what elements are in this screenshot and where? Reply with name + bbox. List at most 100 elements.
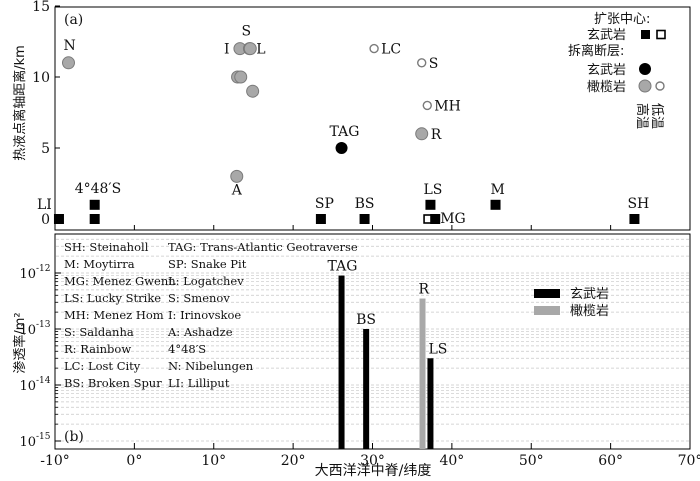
b-xtick-label: 60° bbox=[598, 453, 623, 469]
point-mh-marker bbox=[422, 100, 432, 111]
abbreviation-right: S: Smenov bbox=[168, 291, 230, 305]
point-n-marker bbox=[61, 56, 75, 70]
abbreviation-right: A: Ashadze bbox=[167, 325, 233, 339]
bar-tag-label: TAG bbox=[328, 259, 358, 275]
legend-peridotite: 橄榄岩 bbox=[587, 79, 626, 95]
point-lc-label: LC bbox=[381, 42, 401, 58]
legend-circle-open bbox=[655, 81, 665, 91]
abbreviation-left: LC: Lost City bbox=[64, 359, 141, 373]
abbreviation-left: M: Moytirra bbox=[64, 257, 135, 271]
point-bs-label: BS bbox=[355, 196, 375, 212]
abbreviation-list: SH: Steinaholl TAG: Trans-Atlantic Geotra… bbox=[64, 240, 358, 390]
abbreviation-right: TAG: Trans-Atlantic Geotraverse bbox=[168, 240, 358, 254]
panel-b-x-axis: -10° 0° 10° 20° 30° 40° 50° 60° 70° bbox=[40, 225, 700, 469]
abbreviation-left: S: Saldanha bbox=[64, 325, 134, 339]
b-xtick-label: 30° bbox=[360, 453, 385, 469]
a-ytick-label: 15 bbox=[32, 0, 50, 15]
point-unlabeled-17-marker bbox=[246, 84, 260, 98]
panel-b-bars: TAG BS R LS bbox=[328, 259, 447, 449]
bar-tag bbox=[338, 275, 345, 449]
point-bs-marker bbox=[359, 214, 370, 224]
point-lc-marker bbox=[369, 43, 379, 54]
a-ytick-label: 10 bbox=[32, 70, 50, 86]
panel-a-y-label: 热液点离轴距离/km bbox=[12, 45, 28, 161]
point-tag-marker bbox=[335, 142, 348, 154]
b-xtick-label: 10° bbox=[201, 453, 226, 469]
legend-bar-basalt-label: 玄武岩 bbox=[570, 287, 609, 302]
panel-b-tag: (b) bbox=[64, 429, 84, 445]
b-xtick-label: 50° bbox=[519, 453, 544, 469]
b-ytick-exponent: -12 bbox=[36, 264, 51, 274]
legend-bar-basalt bbox=[534, 289, 560, 298]
legend-square-open bbox=[656, 29, 666, 40]
point-li-label: LI bbox=[37, 197, 52, 213]
legend-header-detachment: 拆离断层: bbox=[568, 43, 624, 59]
bar-r bbox=[419, 298, 426, 449]
abbreviation-left: R: Rainbow bbox=[64, 342, 131, 356]
b-xtick-label: 0° bbox=[126, 453, 142, 469]
point-i-label: I bbox=[224, 42, 230, 58]
panel-a-legend: 扩张中心: 玄武岩 拆离断层: 玄武岩 橄榄岩 高温 低温 bbox=[568, 12, 666, 129]
legend-circle-black bbox=[639, 63, 651, 75]
abbreviation-left: SH: Steinaholl bbox=[64, 240, 149, 254]
abbreviation-left: MH: Menez Hom bbox=[64, 308, 164, 322]
abbreviation-left: BS: Broken Spur bbox=[64, 376, 162, 390]
legend-high-temp: 高温 bbox=[634, 103, 650, 129]
point-4-48-s-marker bbox=[89, 199, 100, 210]
bar-bs bbox=[363, 329, 370, 449]
point-n-label: N bbox=[63, 38, 75, 54]
abbreviation-right: L: Logatchev bbox=[168, 274, 244, 288]
b-xtick-label: -10° bbox=[40, 453, 70, 469]
point-ls-marker bbox=[425, 199, 436, 210]
point-a-label: A bbox=[231, 182, 243, 198]
point-l-marker bbox=[243, 42, 257, 56]
b-ytick-exponent: -15 bbox=[36, 432, 51, 442]
point-mh-label: MH bbox=[434, 98, 461, 114]
b-ytick-base: 10 bbox=[19, 379, 36, 394]
point-ls-label: LS bbox=[423, 182, 442, 198]
point-4-48-s-label: 4°48′S bbox=[75, 181, 122, 197]
bar-r-label: R bbox=[419, 282, 430, 298]
panel-a-y-axis: 0 5 10 15 bbox=[32, 0, 60, 228]
point-r-marker bbox=[415, 127, 429, 141]
point-li-marker bbox=[53, 214, 64, 224]
point-r-label: R bbox=[431, 127, 442, 143]
abbreviation-right: SP: Snake Pit bbox=[168, 257, 247, 271]
point-l-label: L bbox=[256, 42, 265, 58]
point-sh-marker bbox=[629, 214, 640, 224]
abbreviation-right: 4°48′S bbox=[168, 342, 206, 356]
bar-bs-label: BS bbox=[356, 312, 376, 328]
a-ytick-label: 0 bbox=[41, 212, 50, 228]
legend-circle-gray bbox=[638, 79, 652, 93]
point-sh-label: SH bbox=[627, 196, 649, 212]
point-sp-label: SP bbox=[315, 196, 334, 212]
abbreviation-right: LI: Lilliput bbox=[168, 376, 230, 390]
legend-header-spreading: 扩张中心: bbox=[594, 12, 650, 27]
panel-b-legend: 玄武岩 橄榄岩 bbox=[534, 287, 609, 319]
point-unlabeled-2-marker bbox=[89, 214, 100, 224]
abbreviation-right: I: Irinovskoe bbox=[168, 308, 241, 322]
abbreviation-left: MG: Menez Gwenn bbox=[64, 274, 176, 288]
point-s-label: S bbox=[429, 56, 439, 72]
legend-bar-peridotite bbox=[534, 306, 560, 315]
panel-b-x-label: 大西洋洋中脊/纬度 bbox=[315, 463, 432, 479]
panel-b-y-label: 渗透率/m² bbox=[12, 312, 28, 373]
point-mg-marker bbox=[430, 214, 441, 224]
point-tag-label: TAG bbox=[330, 124, 360, 140]
point-sp-marker bbox=[315, 214, 326, 224]
legend-basalt-spreading: 玄武岩 bbox=[587, 28, 626, 43]
b-ytick-base: 10 bbox=[19, 267, 36, 282]
b-xtick-label: 40° bbox=[439, 453, 464, 469]
point-mg-label: MG bbox=[440, 211, 466, 227]
legend-square-filled bbox=[641, 30, 650, 39]
panel-b-gridlines bbox=[56, 238, 689, 442]
b-ytick-exponent: -14 bbox=[36, 376, 51, 386]
point-m-label: M bbox=[491, 182, 505, 198]
point-s-label: S bbox=[241, 24, 251, 40]
b-ytick-base: 10 bbox=[19, 435, 36, 450]
bar-ls bbox=[427, 358, 434, 449]
